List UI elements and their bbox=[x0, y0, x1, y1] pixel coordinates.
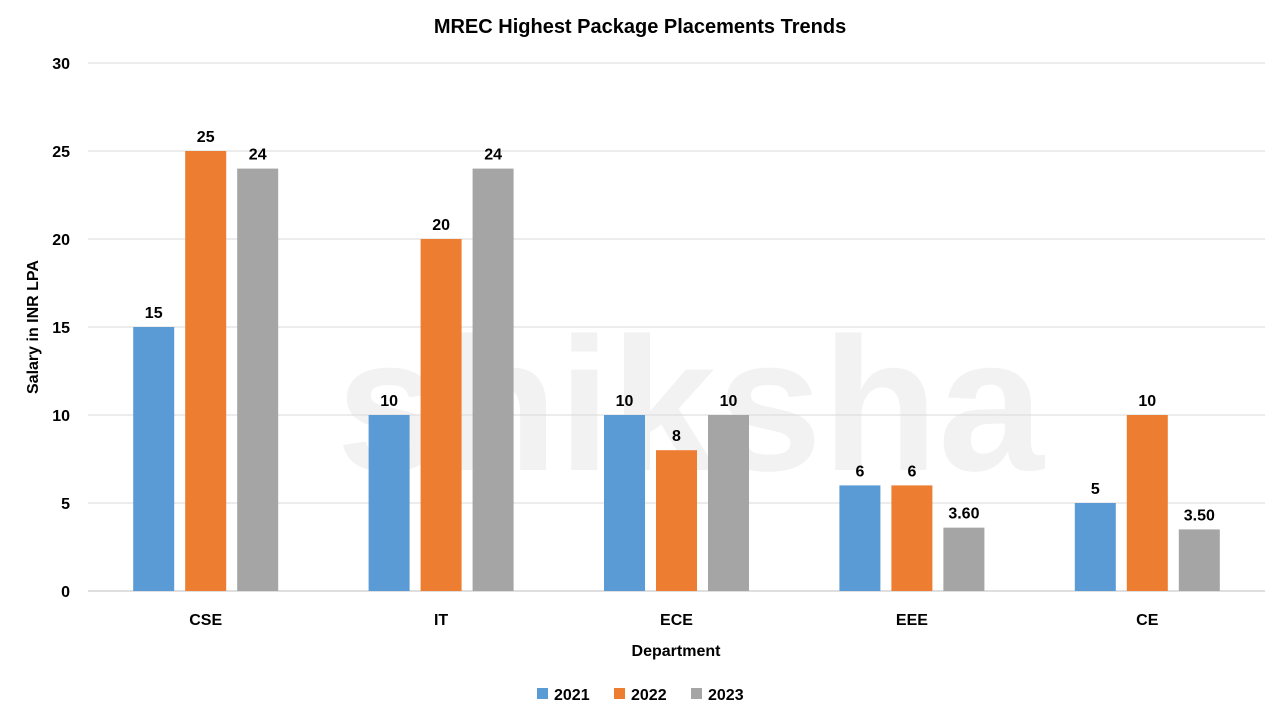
bar-2023-ce bbox=[1178, 529, 1220, 591]
data-label: 6 bbox=[907, 463, 916, 480]
bar-2022-ce bbox=[1126, 415, 1168, 591]
x-tick-label: CE bbox=[1136, 612, 1159, 629]
bar-2023-eee bbox=[943, 527, 985, 591]
bar-2022-it bbox=[420, 239, 462, 591]
x-tick-label: CSE bbox=[189, 612, 222, 629]
data-label: 10 bbox=[720, 393, 738, 410]
x-tick-label: ECE bbox=[660, 612, 693, 629]
bar-2023-it bbox=[472, 168, 514, 591]
data-label: 10 bbox=[1138, 393, 1156, 410]
y-tick-label: 25 bbox=[52, 144, 70, 161]
bar-2021-cse bbox=[133, 327, 175, 591]
y-tick-label: 30 bbox=[52, 56, 70, 73]
y-tick-label: 15 bbox=[52, 320, 70, 337]
data-label: 3.50 bbox=[1184, 507, 1215, 524]
x-tick-label: IT bbox=[434, 612, 448, 629]
data-label: 25 bbox=[197, 129, 215, 146]
data-label: 20 bbox=[432, 217, 450, 234]
bar-2023-cse bbox=[237, 168, 279, 591]
y-tick-label: 10 bbox=[52, 408, 70, 425]
bar-2021-ece bbox=[604, 415, 645, 591]
y-tick-label: 5 bbox=[61, 496, 70, 513]
y-tick-label: 20 bbox=[52, 232, 70, 249]
legend-swatch-2022 bbox=[614, 688, 625, 699]
chart-title: MREC Highest Package Placements Trends bbox=[434, 16, 846, 38]
data-label: 3.60 bbox=[948, 506, 979, 523]
data-label: 24 bbox=[249, 147, 267, 164]
bar-2022-eee bbox=[891, 485, 933, 591]
legend-swatch-2023 bbox=[691, 688, 702, 699]
x-tick-label: EEE bbox=[896, 612, 928, 629]
bar-2021-eee bbox=[839, 485, 881, 591]
legend-label: 2022 bbox=[631, 687, 667, 704]
legend-label: 2023 bbox=[708, 687, 744, 704]
data-label: 15 bbox=[145, 305, 163, 322]
y-axis-label: Salary in INR LPA bbox=[25, 260, 42, 394]
y-tick-label: 0 bbox=[61, 584, 70, 601]
data-label: 10 bbox=[380, 393, 398, 410]
legend: 2021 2022 2023 bbox=[537, 687, 744, 704]
bar-2022-cse bbox=[185, 151, 227, 591]
data-label: 8 bbox=[672, 428, 681, 445]
x-axis-label: Department bbox=[632, 643, 722, 660]
legend-swatch-2021 bbox=[537, 688, 548, 699]
bar-2021-it bbox=[368, 415, 410, 591]
bar-2023-ece bbox=[708, 415, 749, 591]
data-label: 24 bbox=[484, 147, 502, 164]
data-label: 5 bbox=[1091, 481, 1100, 498]
data-label: 6 bbox=[855, 463, 864, 480]
bar-2021-ce bbox=[1074, 503, 1116, 591]
data-label: 10 bbox=[616, 393, 634, 410]
legend-label: 2021 bbox=[554, 687, 590, 704]
bar-2022-ece bbox=[656, 450, 697, 591]
